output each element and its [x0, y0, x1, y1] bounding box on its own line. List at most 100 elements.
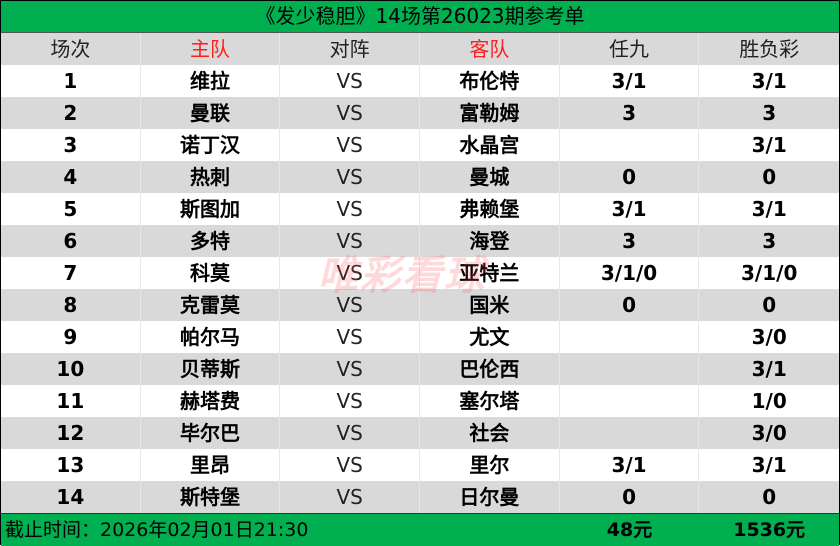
table-body: 1 维拉 VS 布伦特 3/1 3/1 2 曼联 VS 富勒姆 3 3 3 诺丁汉 VS 水晶宫 3/1 4 热刺 V… [1, 65, 839, 513]
table-row: 1 维拉 VS 布伦特 3/1 3/1 [1, 65, 839, 97]
away-team: 塞尔塔 [420, 385, 560, 417]
sfc-cost: 1536元 [733, 519, 806, 541]
home-team: 斯图加 [141, 193, 281, 225]
ren9-pick [560, 385, 700, 417]
match-no: 5 [1, 193, 141, 225]
ren9-pick: 3/1 [560, 449, 700, 481]
footer-row: 截止时间：2026年02月01日21:30 48元 1536元 [1, 513, 839, 546]
vs: VS [280, 321, 421, 353]
vs: VS [280, 385, 421, 417]
home-team: 毕尔巴 [141, 417, 281, 449]
table-row: 9 帕尔马 VS 尤文 3/0 [1, 321, 839, 353]
vs: VS [280, 449, 421, 481]
home-team: 贝蒂斯 [141, 353, 281, 385]
match-no: 3 [1, 129, 141, 161]
table-row: 7 科莫 VS 亚特兰 3/1/0 3/1/0 [1, 257, 839, 289]
away-team: 水晶宫 [420, 129, 560, 161]
home-team: 热刺 [141, 161, 281, 193]
away-team: 巴伦西 [420, 353, 560, 385]
sfc-pick: 3/0 [751, 421, 787, 445]
table-row: 4 热刺 VS 曼城 0 0 [1, 161, 839, 193]
away-team: 亚特兰 [420, 257, 560, 289]
ren9-pick: 3/1/0 [560, 257, 700, 289]
match-no: 4 [1, 161, 141, 193]
home-team: 克雷莫 [141, 289, 281, 321]
vs: VS [280, 289, 421, 321]
sfc-pick: 0 [762, 165, 777, 189]
away-team: 日尔曼 [420, 481, 560, 513]
table-row: 13 里昂 VS 里尔 3/1 3/1 [1, 449, 839, 481]
ren9-pick: 3/1 [560, 193, 700, 225]
ren9-pick: 3 [560, 225, 700, 257]
vs: VS [280, 65, 421, 97]
vs: VS [280, 481, 421, 513]
table-row: 3 诺丁汉 VS 水晶宫 3/1 [1, 129, 839, 161]
home-team: 斯特堡 [141, 481, 281, 513]
home-team: 多特 [141, 225, 281, 257]
away-team: 国米 [420, 289, 560, 321]
vs: VS [280, 193, 421, 225]
ren9-pick: 3/1 [560, 65, 700, 97]
match-no: 9 [1, 321, 141, 353]
match-no: 6 [1, 225, 141, 257]
home-team: 维拉 [141, 65, 281, 97]
match-no: 8 [1, 289, 141, 321]
header-match-no: 场次 [1, 33, 141, 65]
header-row: 场次 主队 对阵 客队 任九 胜负彩 [1, 33, 839, 65]
vs: VS [280, 161, 421, 193]
vs: VS [280, 97, 421, 129]
away-team: 里尔 [420, 449, 560, 481]
vs: VS [280, 353, 421, 385]
sfc-pick: 0 [762, 293, 777, 317]
header-away: 客队 [420, 33, 560, 65]
ren9-pick [560, 417, 700, 449]
vs: VS [280, 129, 421, 161]
ren9-pick [560, 321, 700, 353]
home-team: 曼联 [141, 97, 281, 129]
sfc-pick: 3/1 [751, 133, 787, 157]
ren9-pick: 0 [560, 481, 700, 513]
table-row: 2 曼联 VS 富勒姆 3 3 [1, 97, 839, 129]
ren9-cost: 48元 [606, 519, 653, 541]
match-no: 10 [1, 353, 141, 385]
table-row: 12 毕尔巴 VS 社会 3/0 [1, 417, 839, 449]
table-row: 8 克雷莫 VS 国米 0 0 [1, 289, 839, 321]
header-vs: 对阵 [280, 33, 421, 65]
away-team: 弗赖堡 [420, 193, 560, 225]
home-team: 赫塔费 [141, 385, 281, 417]
ren9-pick [560, 353, 700, 385]
home-team: 科莫 [141, 257, 281, 289]
sfc-pick: 0 [762, 485, 777, 509]
vs: VS [280, 257, 421, 289]
match-no: 12 [1, 417, 141, 449]
sfc-pick: 3/1 [751, 197, 787, 221]
ren9-pick: 0 [560, 161, 700, 193]
table-row: 5 斯图加 VS 弗赖堡 3/1 3/1 [1, 193, 839, 225]
vs: VS [280, 417, 421, 449]
sfc-pick: 3 [762, 101, 777, 125]
match-no: 13 [1, 449, 141, 481]
header-home: 主队 [141, 33, 281, 65]
table-row: 10 贝蒂斯 VS 巴伦西 3/1 [1, 353, 839, 385]
sfc-pick: 3/1/0 [741, 261, 798, 285]
sfc-pick: 3/1 [751, 69, 787, 93]
header-sfc: 胜负彩 [739, 37, 800, 61]
table-row: 14 斯特堡 VS 日尔曼 0 0 [1, 481, 839, 513]
ren9-pick: 3 [560, 97, 700, 129]
away-team: 海登 [420, 225, 560, 257]
away-team: 尤文 [420, 321, 560, 353]
deadline: 截止时间：2026年02月01日21:30 [5, 519, 309, 541]
vs: VS [280, 225, 421, 257]
home-team: 里昂 [141, 449, 281, 481]
away-team: 布伦特 [420, 65, 560, 97]
ren9-pick [560, 129, 700, 161]
away-team: 曼城 [420, 161, 560, 193]
sfc-pick: 3/1 [751, 453, 787, 477]
table-row: 11 赫塔费 VS 塞尔塔 1/0 [1, 385, 839, 417]
header-ren9: 任九 [560, 33, 700, 65]
match-no: 14 [1, 481, 141, 513]
match-no: 11 [1, 385, 141, 417]
away-team: 社会 [420, 417, 560, 449]
ren9-pick: 0 [560, 289, 700, 321]
